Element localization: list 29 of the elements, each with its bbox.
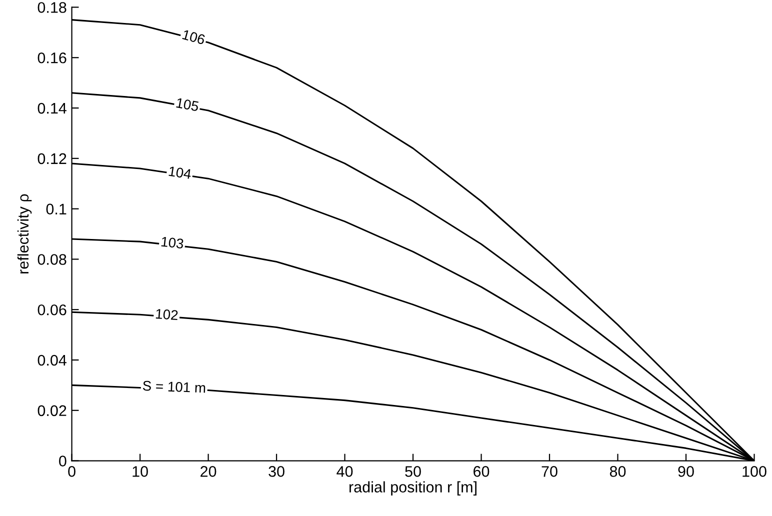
x-tick-label: 20 xyxy=(200,466,216,477)
y-axis-title: reflectivity ρ xyxy=(17,194,32,274)
y-tick-label: 0.18 xyxy=(38,2,66,13)
y-tick-label: 0 xyxy=(59,456,66,466)
x-tick-label: 40 xyxy=(336,466,353,477)
annotation: S = 101 m xyxy=(142,380,206,393)
x-tick-label: 100 xyxy=(742,466,766,477)
y-tick-label: 0.1 xyxy=(46,204,66,214)
x-tick-label: 0 xyxy=(68,466,76,477)
x-tick-label: 10 xyxy=(132,466,148,477)
annotation: 104 xyxy=(168,166,192,180)
annotation: 103 xyxy=(161,236,184,249)
x-tick-label: 80 xyxy=(610,466,626,477)
y-tick-label: 0.14 xyxy=(38,102,66,114)
x-tick-label: 50 xyxy=(405,466,421,477)
annotation: 105 xyxy=(176,98,200,112)
y-tick-label: 0.04 xyxy=(38,354,66,366)
y-tick-label: 0.08 xyxy=(38,254,66,265)
y-tick-label: 0.06 xyxy=(38,304,66,316)
y-tick-label: 0.16 xyxy=(38,52,66,64)
x-tick-label: 70 xyxy=(542,466,558,477)
annotation: 106 xyxy=(182,30,206,45)
x-tick-label: 90 xyxy=(678,466,694,477)
y-tick-label: 0.02 xyxy=(38,405,66,416)
x-axis-title: radial position r [m] xyxy=(350,481,476,496)
annotation: 102 xyxy=(156,308,178,320)
x-tick-label: 60 xyxy=(474,466,490,477)
x-tick-label: 30 xyxy=(268,466,284,477)
y-tick-label: 0.12 xyxy=(38,153,66,164)
